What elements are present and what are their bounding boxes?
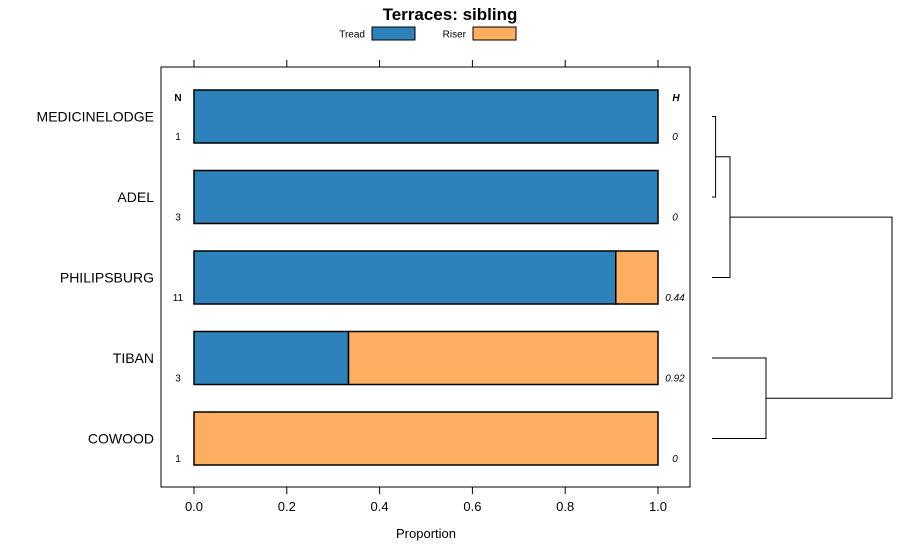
legend-label-riser: Riser <box>443 30 467 41</box>
category-label: COWOOD <box>88 431 154 447</box>
h-value: 0.92 <box>665 374 685 385</box>
h-value: 0 <box>672 213 678 224</box>
n-value: 3 <box>175 374 181 385</box>
plot-frame <box>160 66 691 488</box>
bar-tread-tiban <box>193 330 350 386</box>
h-column-header: H <box>672 93 680 104</box>
legend-label-tread: Tread <box>339 30 365 41</box>
bars <box>193 89 659 466</box>
category-label: ADEL <box>117 189 154 205</box>
x-tick-label: 0.0 <box>185 499 203 514</box>
bar-tread-adel <box>193 169 659 225</box>
h-labels: 0 0 0.44 0.92 0 <box>665 132 685 465</box>
h-value: 0 <box>672 132 678 143</box>
legend: Tread Riser <box>339 26 517 41</box>
bar-riser-tiban <box>347 330 659 386</box>
category-label: PHILIPSBURG <box>60 270 154 286</box>
n-value: 1 <box>175 454 181 465</box>
dendrogram-link <box>712 357 767 439</box>
legend-swatch-tread <box>371 26 416 41</box>
n-value: 1 <box>175 132 181 143</box>
x-axis-top-ticks <box>193 60 659 67</box>
n-value: 11 <box>173 293 184 304</box>
bar-riser-philipsburg <box>615 250 659 305</box>
category-label: MEDICINELODGE <box>37 109 154 125</box>
h-value: 0 <box>672 454 678 465</box>
bar-tread-philipsburg <box>193 250 617 305</box>
chart-title: Terraces: sibling <box>383 5 518 24</box>
x-tick-label: 0.4 <box>371 499 389 514</box>
dendrogram <box>712 116 893 439</box>
x-axis-title: Proportion <box>396 526 456 541</box>
n-labels: 1 3 11 3 1 <box>173 132 184 465</box>
category-label: TIBAN <box>113 350 154 366</box>
n-value: 3 <box>175 213 181 224</box>
x-tick-label: 0.8 <box>556 499 574 514</box>
category-labels: MEDICINELODGE ADEL PHILIPSBURG TIBAN COWOOD <box>37 109 155 447</box>
dendrogram-link <box>712 116 717 198</box>
h-value: 0.44 <box>665 293 685 304</box>
legend-swatch-riser <box>472 26 517 41</box>
bar-tread-medicinelodge <box>193 89 659 144</box>
n-column-header: N <box>174 93 181 104</box>
x-tick-label: 1.0 <box>649 499 667 514</box>
dendrogram-link <box>712 156 731 278</box>
bar-riser-cowood <box>193 411 659 466</box>
x-tick-label: 0.2 <box>278 499 296 514</box>
dendrogram-link <box>730 216 893 399</box>
x-axis: 0.0 0.2 0.4 0.6 0.8 1.0 <box>185 487 667 514</box>
x-tick-label: 0.6 <box>463 499 481 514</box>
